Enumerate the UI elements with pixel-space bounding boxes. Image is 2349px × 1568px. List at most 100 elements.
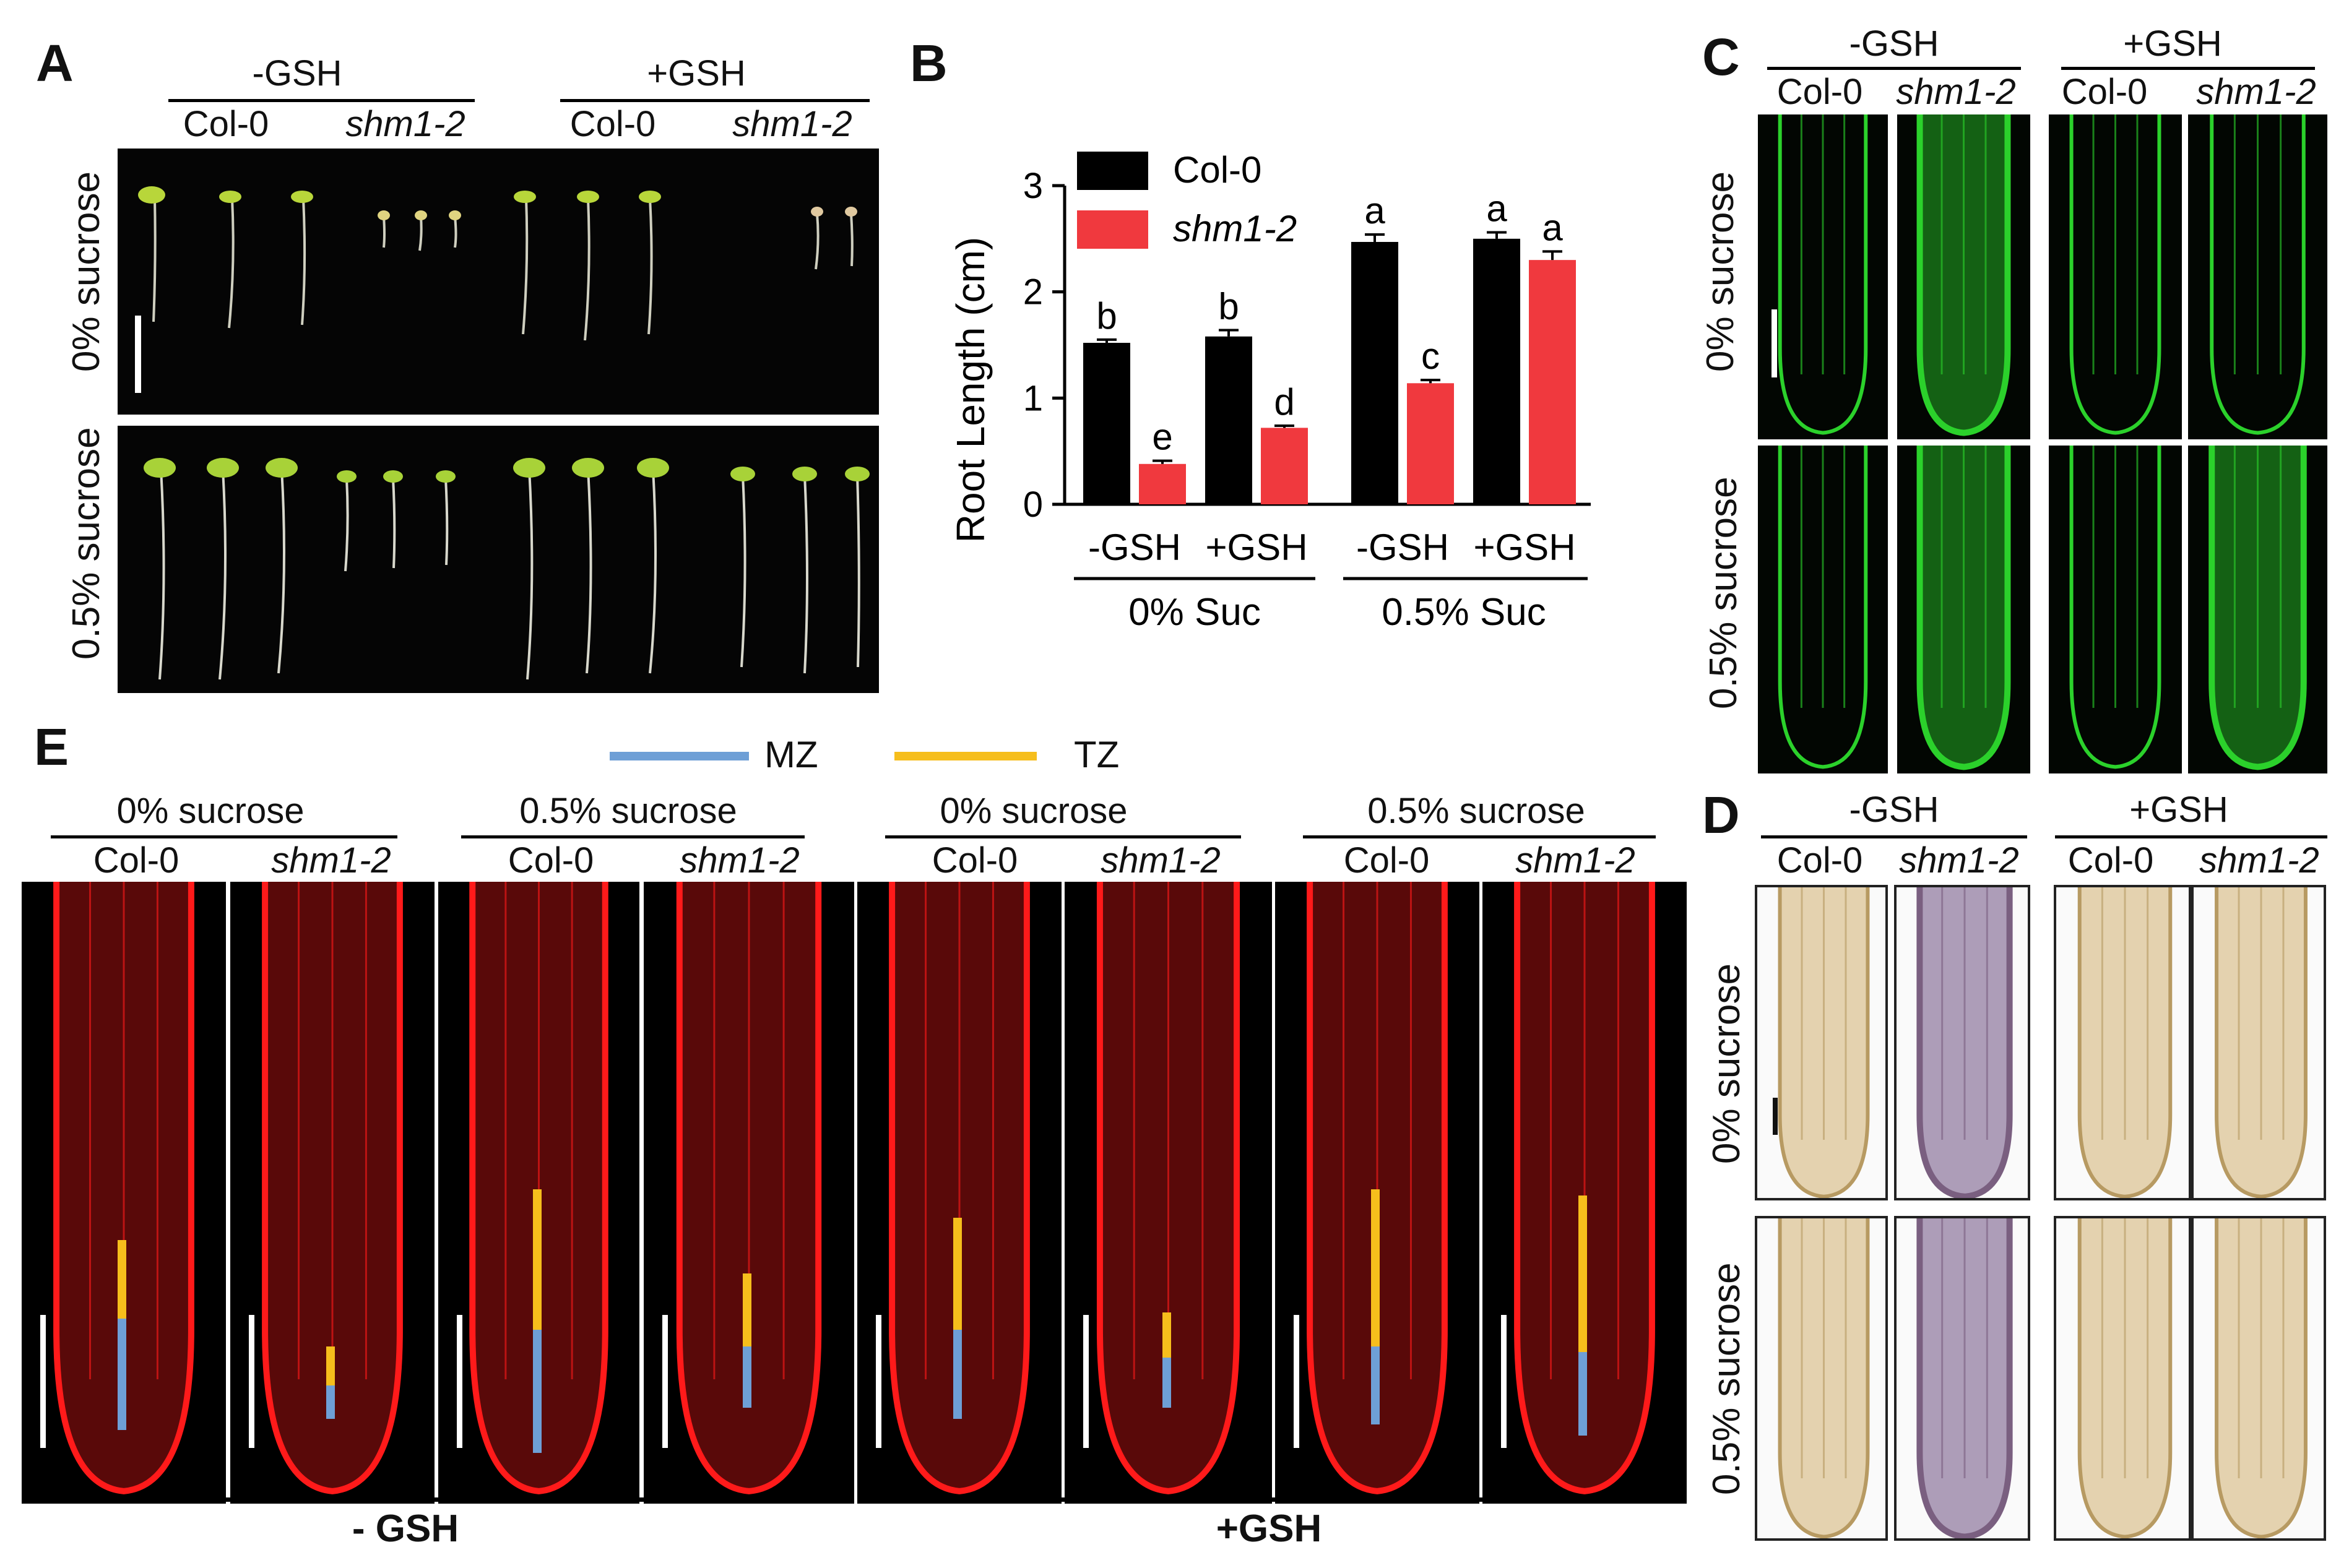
panel-e-genotype-5: Col-0 xyxy=(932,840,1018,881)
brightfield-root-art xyxy=(2077,887,2173,1198)
panel-e-letter: E xyxy=(34,718,69,776)
gfp-root-art xyxy=(1916,446,2011,770)
chart-legend: Col-0 shm1-2 xyxy=(1077,149,1297,249)
panel-d-image-r0-c2 xyxy=(2054,885,2191,1200)
seedlings-row-1-art xyxy=(144,458,870,680)
mz-zone-bar xyxy=(1371,1346,1380,1425)
panel-d-image-r0-c3 xyxy=(2191,885,2326,1200)
panel-e-genotype-6: shm1-2 xyxy=(1101,840,1221,881)
panel-e-condition-3: 0% sucrose xyxy=(940,791,1128,831)
significance-letter: d xyxy=(1274,381,1294,423)
panel-a-seedlings-0-5-sucrose xyxy=(118,426,879,693)
panel-e-condition-2: 0.5% sucrose xyxy=(519,791,737,831)
panel-d-genotype-1: Col-0 xyxy=(1776,840,1863,881)
panel-d-scale-bar xyxy=(1773,1098,1778,1135)
bar-shm1-2 xyxy=(1529,260,1576,504)
brightfield-root-art xyxy=(2077,1218,2173,1538)
significance-letter: b xyxy=(1096,295,1117,337)
panel-a-scale-bar xyxy=(135,316,141,393)
panel-e-genotype-2: shm1-2 xyxy=(271,840,391,881)
panel-e-legend-tz-label: TZ xyxy=(1074,734,1120,775)
mz-zone-bar xyxy=(326,1385,335,1419)
seedlings-row-0-art xyxy=(138,186,857,341)
panel-d-image-r1-c1 xyxy=(1894,1216,2030,1541)
tz-zone-bar xyxy=(326,1346,335,1386)
gfp-root-art xyxy=(1778,114,1868,435)
panel-e-image-7 xyxy=(1275,882,1479,1504)
panel-a-genotype-4: shm1-2 xyxy=(732,104,852,144)
panel-d-treatment-plus-gsh: +GSH xyxy=(2129,790,2228,830)
panel-a-genotype-2: shm1-2 xyxy=(345,104,465,144)
panel-d-genotype-3: Col-0 xyxy=(2067,840,2154,881)
pi-stained-root-art xyxy=(1307,882,1448,1494)
panel-c-treatment-minus-gsh: -GSH xyxy=(1849,24,1939,64)
legend-label: Col-0 xyxy=(1173,149,1261,191)
panel-e-scale-bar xyxy=(1501,1315,1507,1448)
panel-d-image-r1-c2 xyxy=(2054,1216,2191,1541)
panel-a-row-label-1: 0.5% sucrose xyxy=(65,427,108,660)
panel-d-genotype-2: shm1-2 xyxy=(1899,840,2019,881)
panel-c-scale-bar xyxy=(1771,309,1777,377)
panel-e-bottom-label-minus-gsh: - GSH xyxy=(352,1507,459,1550)
panel-d-row-label-1: 0.5% sucrose xyxy=(1705,1262,1748,1495)
pi-stained-root-art xyxy=(1514,882,1655,1494)
y-tick-label: 3 xyxy=(1023,166,1043,206)
panel-c-letter: C xyxy=(1702,28,1740,86)
panel-d-letter: D xyxy=(1702,786,1740,844)
panel-e-genotype-4: shm1-2 xyxy=(680,840,800,881)
panel-e-scale-bar xyxy=(1083,1315,1089,1448)
panel-e-image-8 xyxy=(1482,882,1687,1504)
brightfield-root-art xyxy=(2215,887,2308,1198)
panel-c-row-label-1: 0.5% sucrose xyxy=(1702,476,1745,709)
mz-zone-bar xyxy=(1162,1357,1171,1408)
bar-col0 xyxy=(1351,241,1398,504)
panel-c-image-r0-c1 xyxy=(1897,114,2030,439)
chart-axes: 0 1 2 3 -GSH +GSH -GSH +GSH 0% Suc 0.5% Suc xyxy=(1023,166,1591,634)
panel-e-bottom-label-plus-gsh: +GSH xyxy=(1216,1507,1322,1550)
gfp-root-art xyxy=(2210,114,2306,435)
mz-zone-bar xyxy=(953,1329,962,1419)
root-outline xyxy=(2069,114,2161,435)
panel-c-treatment-plus-gsh: +GSH xyxy=(2123,24,2222,64)
panel-d-genotype-4: shm1-2 xyxy=(2199,840,2319,881)
bar-shm1-2 xyxy=(1407,383,1454,504)
panel-a-line-minus-gsh xyxy=(168,99,475,102)
significance-letter: e xyxy=(1152,416,1172,458)
panel-e-image-2 xyxy=(230,882,435,1504)
panel-e-genotype-8: shm1-2 xyxy=(1515,840,1635,881)
panel-a-treatment-plus-gsh: +GSH xyxy=(647,53,746,93)
panel-c-line-plus-gsh xyxy=(2061,67,2315,70)
pi-stained-root-art xyxy=(262,882,403,1494)
panel-c-line-minus-gsh xyxy=(1767,67,2021,70)
panel-e-image-6 xyxy=(1065,882,1272,1504)
tz-zone-bar xyxy=(743,1273,751,1346)
panel-e-legend-mz-swatch xyxy=(610,752,749,760)
panel-a-seedlings-0-sucrose xyxy=(118,149,879,415)
y-tick-label: 1 xyxy=(1023,378,1043,418)
panel-d-row-label-0: 0% sucrose xyxy=(1705,963,1748,1164)
gfp-root-art xyxy=(2069,114,2161,435)
mz-zone-bar xyxy=(1578,1351,1587,1436)
panel-c-genotype-4: shm1-2 xyxy=(2196,72,2316,112)
panel-a-line-plus-gsh xyxy=(560,99,870,102)
panel-c-image-r1-c1 xyxy=(1897,446,2030,773)
panel-e-scale-bar xyxy=(249,1315,254,1448)
panel-c-image-r1-c0 xyxy=(1758,446,1888,773)
panel-e-legend-mz-label: MZ xyxy=(764,734,818,775)
significance-letter: a xyxy=(1542,207,1563,248)
root-outline xyxy=(2210,114,2306,435)
brightfield-root-art xyxy=(1778,1218,1870,1538)
mz-zone-bar xyxy=(532,1329,542,1453)
panel-e-genotype-7: Col-0 xyxy=(1343,840,1430,881)
panel-c-image-r0-c0 xyxy=(1758,114,1888,439)
root-outline xyxy=(1778,114,1868,435)
panel-e-line-4 xyxy=(1303,835,1656,838)
legend-swatch-col0 xyxy=(1077,152,1148,190)
panel-c-genotype-2: shm1-2 xyxy=(1896,72,2016,112)
panel-e-scale-bar xyxy=(457,1315,462,1448)
panel-c-image-r0-c2 xyxy=(2049,114,2182,439)
pi-stained-root-art xyxy=(469,882,608,1494)
pi-stained-root-art xyxy=(1096,882,1240,1494)
tz-zone-bar xyxy=(1578,1195,1587,1352)
